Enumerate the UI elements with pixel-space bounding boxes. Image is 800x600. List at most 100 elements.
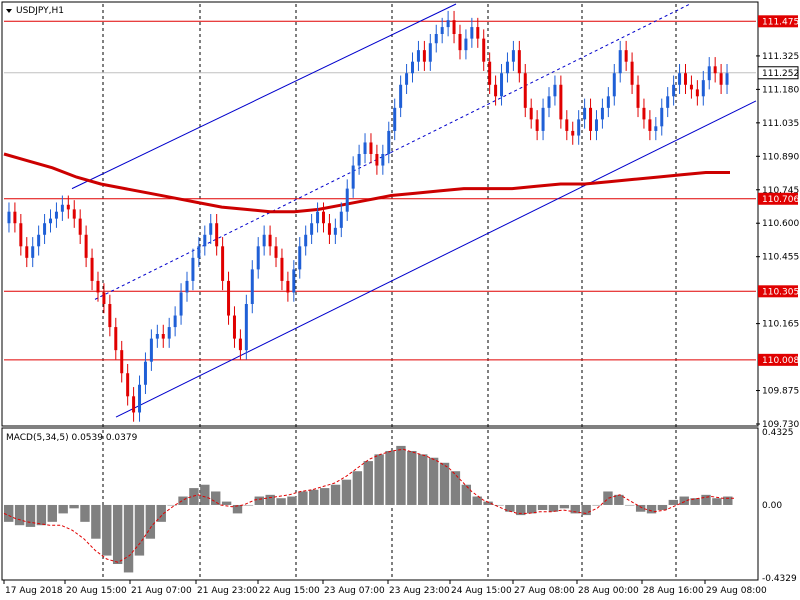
macd-bar <box>418 454 428 505</box>
candle-body <box>719 73 723 85</box>
macd-bar <box>47 504 57 522</box>
candle-body <box>268 234 272 247</box>
macd-bar <box>211 491 221 505</box>
macd-bar <box>396 445 406 505</box>
candle-body <box>310 223 314 235</box>
macd-bar <box>178 496 188 505</box>
candle-body <box>553 84 557 97</box>
time-tick-label: 20 Aug 15:00 <box>66 586 127 596</box>
candle-body <box>256 246 260 270</box>
candle-body <box>280 257 284 281</box>
candle-body <box>606 96 610 108</box>
macd-bar <box>112 504 123 565</box>
macd-bar <box>265 494 275 505</box>
macd-bar <box>221 501 232 505</box>
macd-bar <box>657 504 668 511</box>
trend-channel <box>71 3 757 418</box>
level-tag <box>758 192 798 205</box>
current-price-label: 111.252 <box>762 69 799 79</box>
symbol-title: USDJPY,H1 <box>16 6 64 16</box>
candle-body <box>138 384 142 413</box>
macd-bar <box>505 504 515 512</box>
macd-bar <box>516 504 526 516</box>
macd-bar <box>526 504 537 514</box>
candle-body <box>215 223 219 247</box>
candle-body <box>689 84 693 90</box>
candle-body <box>161 334 165 339</box>
macd-bar <box>319 488 330 505</box>
candle-body <box>7 211 11 224</box>
price-tick-label: 110.455 <box>762 253 799 263</box>
candle-body <box>654 126 658 131</box>
macd-bar <box>200 484 210 505</box>
candle-body <box>529 107 533 120</box>
macd-axis: 0.4325 0.00 -0.4329 <box>762 428 797 584</box>
candle-body <box>577 119 581 136</box>
macd-scale-label: 0.4325 <box>762 428 794 438</box>
candle-body <box>500 73 504 97</box>
level-tag-label: 111.475 <box>762 17 799 27</box>
candle-body <box>452 20 456 34</box>
price-tick-label: 109.875 <box>762 387 799 397</box>
macd-bar <box>254 496 264 505</box>
level-tag-label: 110.008 <box>762 356 799 366</box>
candle-body <box>547 96 551 108</box>
price-tick-label: 111.035 <box>762 119 799 129</box>
macd-bar <box>712 498 722 505</box>
price-tick-label: 110.600 <box>762 219 799 229</box>
price-pane[interactable] <box>1 1 759 427</box>
macd-bar <box>494 504 504 506</box>
macd-bar <box>287 496 297 505</box>
candle-body <box>108 304 112 328</box>
macd-scale-label: 0.00 <box>762 501 782 511</box>
macd-histogram <box>3 445 734 573</box>
macd-bar <box>537 504 548 511</box>
macd-bar <box>36 504 47 526</box>
candle-body <box>571 130 575 136</box>
candle-body <box>244 304 248 351</box>
candle-body <box>90 257 94 281</box>
macd-bar <box>330 484 341 505</box>
level-tag <box>758 353 798 366</box>
candle-body <box>185 280 189 293</box>
candle-body <box>327 223 331 235</box>
level-tag-label: 110.706 <box>762 195 799 205</box>
candle-body <box>155 334 159 339</box>
vertical-grid <box>102 4 677 580</box>
macd-bar <box>363 461 373 505</box>
candle-body <box>648 119 652 131</box>
macd-bar <box>570 504 580 514</box>
candle-body <box>505 61 509 74</box>
candle-body <box>120 350 124 374</box>
candle-body <box>517 50 521 74</box>
time-tick-label: 21 Aug 07:00 <box>131 586 192 596</box>
candle-body <box>589 107 593 131</box>
candle-body <box>701 80 705 97</box>
candle-body <box>612 73 616 97</box>
time-tick-label: 29 Aug 08:00 <box>706 586 767 596</box>
time-tick-label: 28 Aug 00:00 <box>578 586 639 596</box>
candle-body <box>321 211 325 224</box>
macd-bar <box>428 457 439 505</box>
macd-label: MACD(5,34,5) 0.0539 0.0379 <box>6 433 138 443</box>
candle-body <box>31 246 35 258</box>
candle-body <box>43 223 47 235</box>
time-tick-label: 22 Aug 15:00 <box>259 586 320 596</box>
price-axis: 111.325 111.180 111.035 110.890 110.745 110.6… <box>756 52 799 430</box>
candle-body <box>618 50 622 74</box>
candle-body <box>399 84 403 108</box>
price-tick-label: 111.180 <box>762 85 799 95</box>
triangle-down-icon[interactable] <box>6 9 12 13</box>
candle-body <box>707 66 711 81</box>
candle-body <box>488 61 492 85</box>
candle-body <box>102 292 106 304</box>
candle-body <box>197 246 201 258</box>
macd-bar <box>668 499 679 505</box>
candle-body <box>333 227 337 235</box>
candle-body <box>209 223 213 235</box>
candle-body <box>440 27 444 34</box>
level-tags: 111.475 110.706 110.305 110.008 111.252 <box>757 15 799 366</box>
candle-body <box>683 73 687 85</box>
macd-bar <box>646 504 657 514</box>
